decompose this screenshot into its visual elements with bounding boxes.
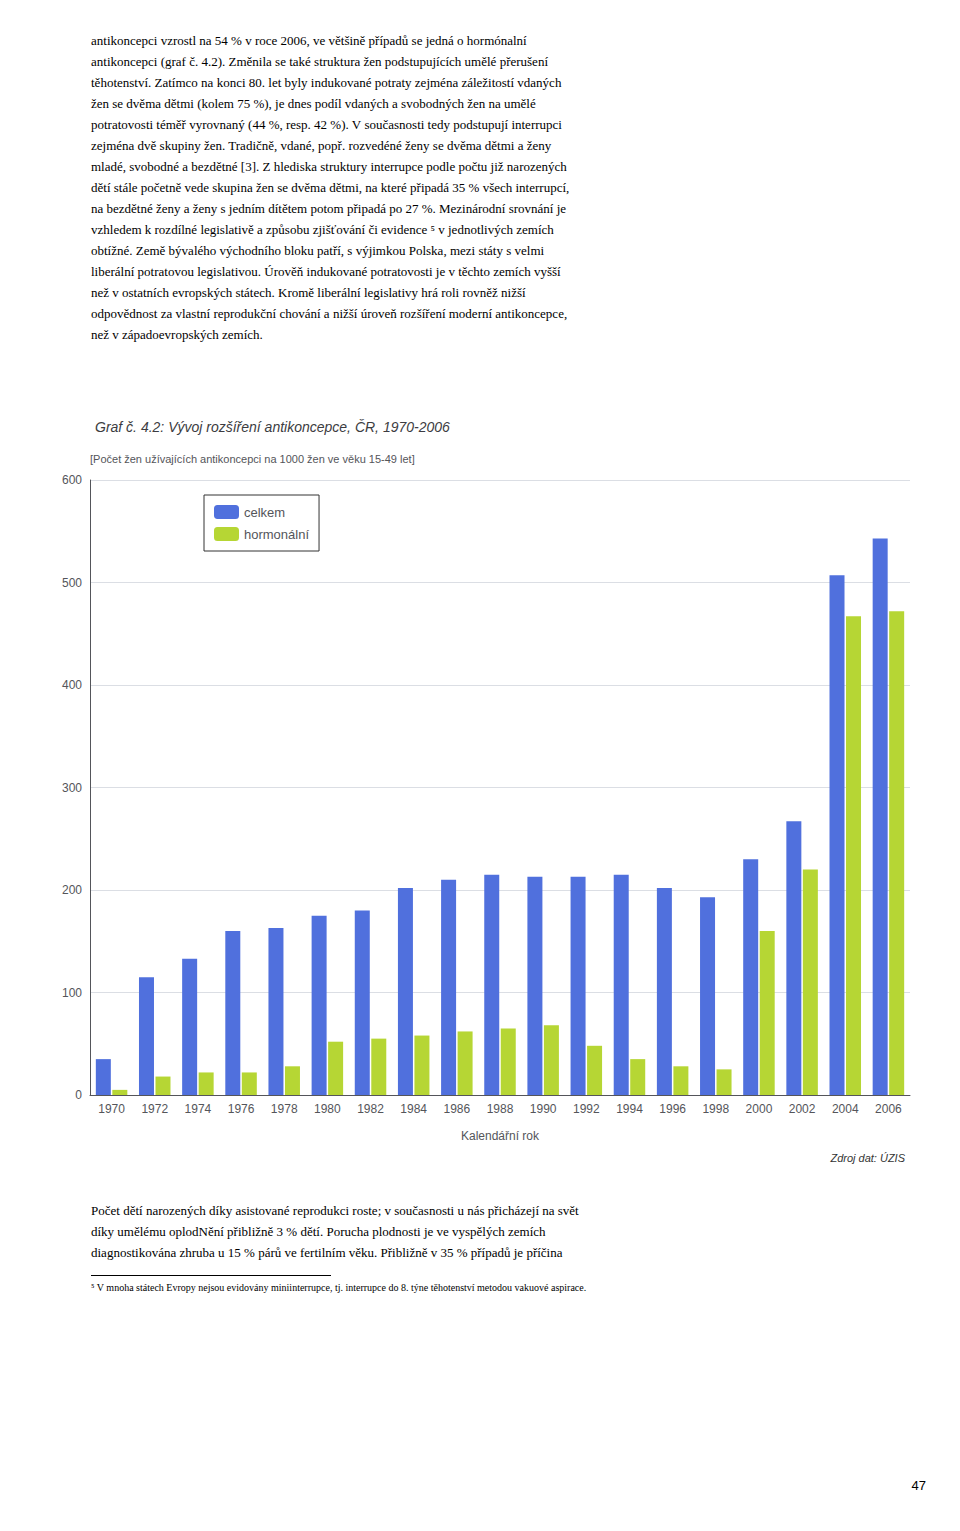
svg-text:[Počet žen užívajících antikon: [Počet žen užívajících antikoncepci na 1… bbox=[90, 453, 415, 465]
html-text:diagnostikována zhruba u 15 %: diagnostikována zhruba u 15 % párů ve fe… bbox=[91, 1245, 563, 1260]
svg-text:1970: 1970 bbox=[98, 1102, 125, 1116]
html-text:na bezdětné ženy a ženy s jedn: na bezdětné ženy a ženy s jedním dítětem… bbox=[91, 201, 567, 216]
svg-text:1972: 1972 bbox=[141, 1102, 168, 1116]
svg-text:hormonální: hormonální bbox=[244, 527, 309, 542]
svg-text:600: 600 bbox=[62, 473, 82, 487]
svg-text:300: 300 bbox=[62, 781, 82, 795]
svg-text:Zdroj dat: ÚZIS: Zdroj dat: ÚZIS bbox=[829, 1152, 905, 1164]
html-text:než v ostatních evropských stá: než v ostatních evropských státech. Krom… bbox=[91, 285, 526, 300]
svg-text:1998: 1998 bbox=[702, 1102, 729, 1116]
svg-text:celkem: celkem bbox=[244, 505, 285, 520]
svg-text:500: 500 bbox=[62, 576, 82, 590]
svg-text:1992: 1992 bbox=[573, 1102, 600, 1116]
html-text:potratovosti téměř vyrovnaný (: potratovosti téměř vyrovnaný (44 %, resp… bbox=[91, 117, 562, 132]
svg-text:400: 400 bbox=[62, 678, 82, 692]
svg-text:1980: 1980 bbox=[314, 1102, 341, 1116]
html-text:liberální potratovou legislati: liberální potratovou legislativou. Úrově… bbox=[91, 264, 561, 279]
svg-text:Graf č. 4.2: Vývoj rozšíření a: Graf č. 4.2: Vývoj rozšíření antikoncepc… bbox=[95, 419, 450, 435]
html-text:těhotenství. Zatímco na konci: těhotenství. Zatímco na konci 80. let by… bbox=[91, 75, 562, 90]
html-text:žen se dvěma dětmi (kolem 75 %: žen se dvěma dětmi (kolem 75 %), je dnes… bbox=[91, 96, 536, 111]
html-text:odpovědnost za vlastní reprodu: odpovědnost za vlastní reprodukční chová… bbox=[91, 306, 568, 321]
svg-text:1976: 1976 bbox=[228, 1102, 255, 1116]
svg-text:2004: 2004 bbox=[832, 1102, 859, 1116]
svg-text:200: 200 bbox=[62, 883, 82, 897]
html-text:zejména dvě skupiny žen. Tradi: zejména dvě skupiny žen. Tradičně, vdané… bbox=[91, 138, 552, 153]
svg-text:1978: 1978 bbox=[271, 1102, 298, 1116]
html-text:Počet dětí narozených díky asi: Počet dětí narozených díky asistované re… bbox=[91, 1203, 579, 1218]
svg-text:1986: 1986 bbox=[443, 1102, 470, 1116]
svg-text:2002: 2002 bbox=[789, 1102, 816, 1116]
svg-text:2000: 2000 bbox=[746, 1102, 773, 1116]
svg-text:1984: 1984 bbox=[400, 1102, 427, 1116]
svg-text:1974: 1974 bbox=[185, 1102, 212, 1116]
html-text:⁵ V mnoha státech Evropy nejso: ⁵ V mnoha státech Evropy nejsou evidován… bbox=[91, 1282, 587, 1293]
html-text:obtížné. Země bývalého východn: obtížné. Země bývalého východního bloku … bbox=[91, 243, 545, 258]
svg-text:Kalendářní rok: Kalendářní rok bbox=[461, 1129, 540, 1143]
html-text:47: 47 bbox=[911, 1478, 926, 1493]
svg-text:1988: 1988 bbox=[487, 1102, 514, 1116]
svg-text:1990: 1990 bbox=[530, 1102, 557, 1116]
svg-text:1994: 1994 bbox=[616, 1102, 643, 1116]
svg-text:1996: 1996 bbox=[659, 1102, 686, 1116]
svg-text:2006: 2006 bbox=[875, 1102, 902, 1116]
html-text:vzhledem k rozdílné legislativ: vzhledem k rozdílné legislativě a způsob… bbox=[91, 222, 554, 237]
html-text:dětí stále početně vede skupin: dětí stále početně vede skupina žen se d… bbox=[91, 180, 570, 195]
html-text:než v západoevropských zemích.: než v západoevropských zemích. bbox=[91, 327, 263, 342]
svg-text:1982: 1982 bbox=[357, 1102, 384, 1116]
svg-text:0: 0 bbox=[75, 1088, 82, 1102]
svg-text:100: 100 bbox=[62, 986, 82, 1000]
html-text:mladé, svobodné a bezdětné [3]: mladé, svobodné a bezdětné [3]. Z hledis… bbox=[91, 159, 567, 174]
html-text:díky umělému oplodNění přibliž: díky umělému oplodNění přibližně 3 % dět… bbox=[91, 1224, 546, 1239]
html-text:antikoncepci vzrostl na 54 % v: antikoncepci vzrostl na 54 % v roce 2006… bbox=[91, 33, 527, 48]
html-text:antikoncepci (graf č. 4.2). Zm: antikoncepci (graf č. 4.2). Změnila se t… bbox=[91, 54, 548, 69]
